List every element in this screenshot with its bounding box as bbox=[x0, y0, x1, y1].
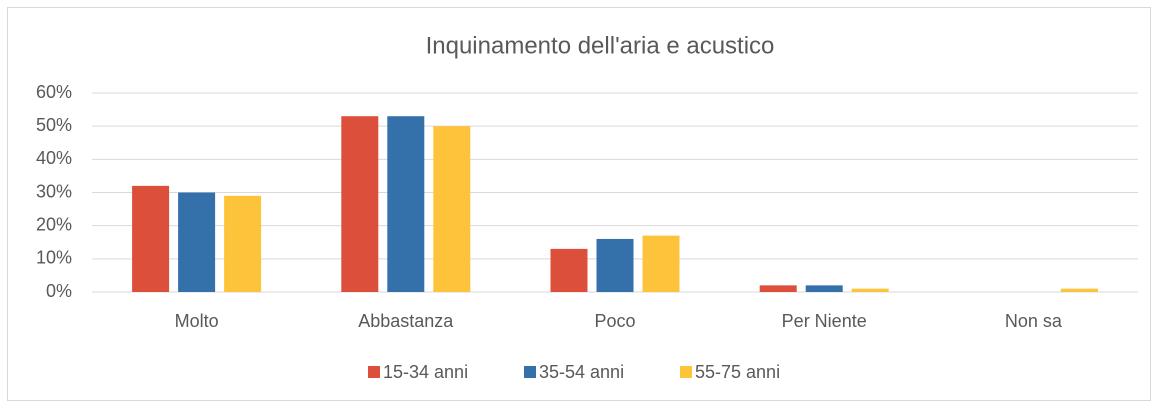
y-tick-label: 0% bbox=[46, 281, 72, 301]
bar bbox=[596, 238, 634, 292]
legend-label: 15-34 anni bbox=[383, 362, 468, 382]
x-tick-label: Non sa bbox=[1005, 311, 1063, 331]
y-tick-label: 50% bbox=[36, 115, 72, 135]
bar bbox=[341, 116, 379, 292]
y-tick-label: 10% bbox=[36, 248, 72, 268]
legend-swatch bbox=[524, 366, 536, 378]
bar bbox=[1060, 288, 1098, 292]
x-tick-label: Abbastanza bbox=[358, 311, 454, 331]
x-tick-label: Poco bbox=[594, 311, 635, 331]
legend-label: 55-75 anni bbox=[695, 362, 780, 382]
legend-swatch bbox=[368, 366, 380, 378]
bar bbox=[132, 185, 170, 292]
chart-title: Inquinamento dell'aria e acustico bbox=[426, 32, 775, 59]
y-tick-label: 30% bbox=[36, 181, 72, 201]
legend-label: 35-54 anni bbox=[539, 362, 624, 382]
bar bbox=[433, 126, 471, 293]
y-tick-label: 20% bbox=[36, 214, 72, 234]
y-tick-label: 60% bbox=[36, 82, 72, 102]
bar bbox=[759, 285, 797, 292]
x-tick-label: Per Niente bbox=[782, 311, 867, 331]
bar bbox=[224, 195, 262, 292]
y-tick-label: 40% bbox=[36, 148, 72, 168]
legend-swatch bbox=[680, 366, 692, 378]
bar bbox=[851, 288, 889, 292]
bar bbox=[387, 116, 425, 292]
bar bbox=[805, 285, 843, 292]
bar bbox=[178, 192, 216, 292]
bar bbox=[550, 248, 588, 292]
bar bbox=[642, 235, 680, 292]
x-tick-label: Molto bbox=[175, 311, 219, 331]
